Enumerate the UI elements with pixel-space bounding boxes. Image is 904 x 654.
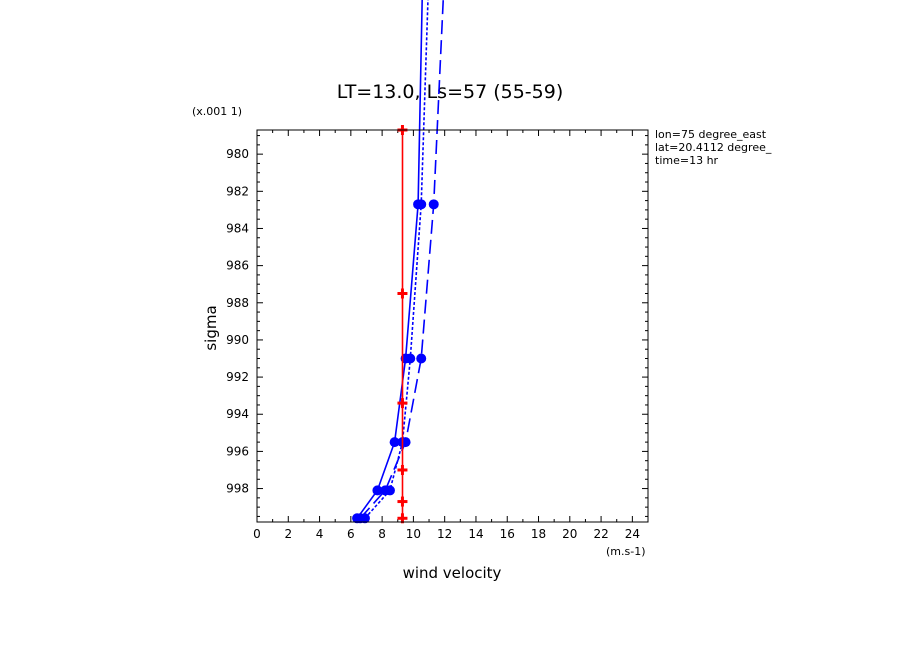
x-tick-label: 6 bbox=[347, 527, 355, 541]
y-tick-label: 982 bbox=[226, 184, 249, 198]
y-tick-label: 990 bbox=[226, 333, 249, 347]
x-tick-label: 24 bbox=[625, 527, 640, 541]
x-tick-label: 10 bbox=[406, 527, 421, 541]
x-tick-label: 8 bbox=[378, 527, 386, 541]
data-point bbox=[397, 496, 408, 507]
x-tick-label: 20 bbox=[562, 527, 577, 541]
y-tick-label: 986 bbox=[226, 259, 249, 273]
data-point bbox=[372, 485, 383, 496]
x-tick-label: 12 bbox=[437, 527, 452, 541]
data-point bbox=[416, 199, 427, 210]
data-point bbox=[389, 437, 400, 448]
annotation-lat: lat=20.4112 degree_ bbox=[655, 141, 772, 154]
y-axis-label: sigma bbox=[202, 305, 220, 350]
data-point bbox=[397, 288, 408, 299]
x-tick-label: 18 bbox=[531, 527, 546, 541]
x-unit-label: (m.s-1) bbox=[606, 545, 646, 558]
data-point bbox=[397, 398, 408, 409]
annotation-lon: lon=75 degree_east bbox=[655, 128, 767, 141]
data-point bbox=[416, 353, 427, 364]
data-point bbox=[405, 353, 416, 364]
series-line-1 bbox=[356, 0, 423, 519]
data-point bbox=[428, 199, 439, 210]
annotation-time: time=13 hr bbox=[655, 154, 719, 167]
y-tick-label: 998 bbox=[226, 482, 249, 496]
y-tick-label: 996 bbox=[226, 444, 249, 458]
data-point bbox=[397, 464, 408, 475]
data-point bbox=[380, 485, 391, 496]
x-tick-label: 14 bbox=[468, 527, 483, 541]
x-tick-label: 0 bbox=[253, 527, 261, 541]
plot-frame bbox=[256, 129, 649, 523]
y-tick-label: 988 bbox=[226, 296, 249, 310]
x-tick-label: 4 bbox=[316, 527, 324, 541]
x-tick-label: 22 bbox=[593, 527, 608, 541]
x-tick-label: 16 bbox=[500, 527, 515, 541]
y-scale-note: (x.001 1) bbox=[192, 105, 242, 118]
chart-title: LT=13.0, Ls=57 (55-59) bbox=[337, 81, 564, 103]
y-tick-label: 994 bbox=[226, 407, 249, 421]
data-point bbox=[355, 513, 366, 524]
y-tick-label: 980 bbox=[226, 147, 249, 161]
series-line-3 bbox=[359, 0, 445, 519]
x-axis-label: wind velocity bbox=[403, 564, 502, 582]
x-tick-label: 2 bbox=[284, 527, 292, 541]
y-tick-label: 992 bbox=[226, 370, 249, 384]
y-tick-label: 984 bbox=[226, 221, 249, 235]
